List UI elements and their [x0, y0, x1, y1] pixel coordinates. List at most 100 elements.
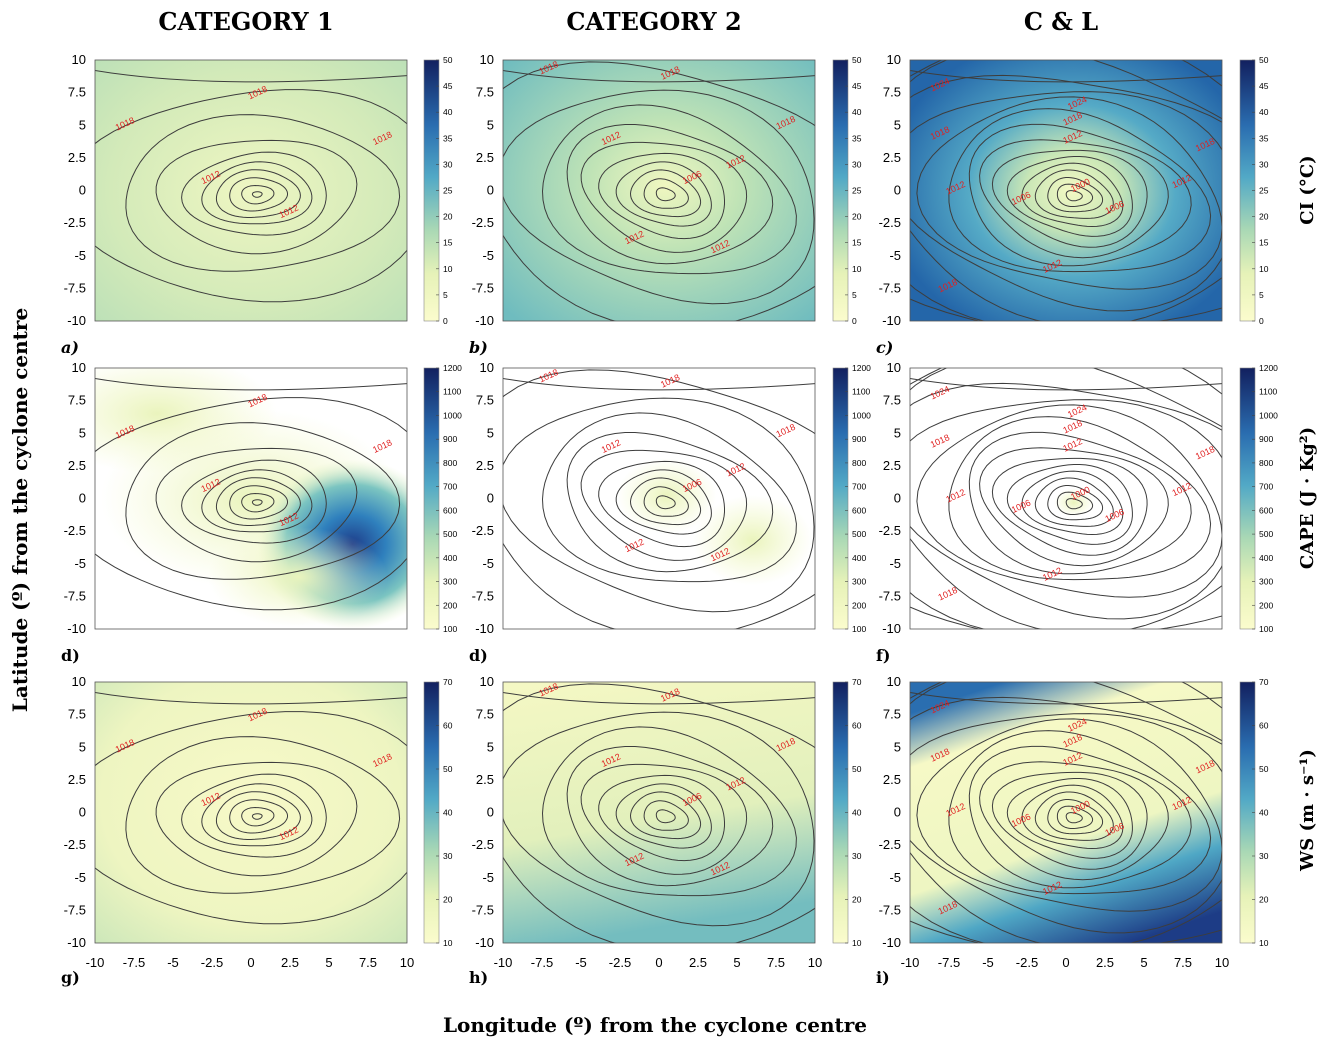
- isobar-contour: [1021, 784, 1124, 850]
- isobar-contour: [910, 696, 1222, 943]
- panel-frame: [94, 59, 408, 322]
- y-tick-label: 2.5: [476, 458, 494, 473]
- y-tick-label: 5: [894, 425, 901, 440]
- y-tick-label: -7.5: [64, 280, 86, 295]
- isobar-contour: [1065, 190, 1083, 202]
- isobar-contour: [910, 682, 1222, 943]
- y-tick-label: -5: [482, 556, 494, 571]
- isobar-contour: [251, 499, 263, 506]
- colorbar-tick-label: 600: [1259, 505, 1273, 515]
- colorbar-tick-label: 45: [443, 81, 453, 91]
- colorbar-tick-label: 60: [852, 721, 862, 731]
- isobar-contour: [1034, 477, 1114, 527]
- isobar-contour: [655, 809, 676, 824]
- isobar-contour: [503, 397, 815, 613]
- y-tick-label: 10: [887, 360, 901, 375]
- isobar-contour: [948, 416, 1212, 581]
- y-tick-label: -10: [882, 313, 901, 328]
- isobar-contour: [1021, 162, 1124, 228]
- isobar-contour: [503, 691, 815, 705]
- y-tick-label: -2.5: [879, 523, 901, 538]
- isobar-contour: [910, 399, 1222, 620]
- colorbar-tick-label: 40: [443, 808, 453, 818]
- isobar-contour: [1006, 778, 1133, 859]
- isobar-contour: [968, 123, 1192, 267]
- x-tick-label: 7.5: [1174, 955, 1192, 970]
- colorbar-tick-label: 1100: [443, 387, 462, 397]
- isobar-contour: [541, 104, 797, 275]
- colorbar-tick-label: 1100: [852, 387, 871, 397]
- y-tick-label: 0: [487, 491, 494, 506]
- colorbar-tick-label: 10: [1259, 938, 1269, 948]
- x-tick-label: -2.5: [1016, 955, 1038, 970]
- y-tick-label: -2.5: [472, 523, 494, 538]
- y-axis-label: Latitude (º) from the cyclone centre: [8, 308, 32, 712]
- colorbar-tick-label: 50: [1259, 55, 1269, 65]
- isobar-contour: [1047, 177, 1104, 213]
- y-tick-label: -10: [475, 313, 494, 328]
- isobar-contour: [916, 96, 1222, 290]
- isobar-contour: [181, 773, 327, 858]
- isobar-contour: [948, 108, 1212, 273]
- y-tick-label: -5: [482, 870, 494, 885]
- colorbar-tick-label: 30: [443, 851, 453, 861]
- isobar-contour: [241, 492, 275, 513]
- colorbar-tick-label: 20: [443, 895, 453, 905]
- isobar-contour: [968, 431, 1192, 575]
- colorbar-tick-label: 1000: [443, 410, 462, 420]
- isobar-contour: [241, 184, 275, 205]
- y-tick-label: 7.5: [68, 707, 86, 722]
- colorbar-tick-label: 30: [443, 159, 453, 169]
- y-tick-label: 7.5: [883, 85, 901, 100]
- colorbar-tick-label: 25: [852, 186, 862, 196]
- y-tick-label: -5: [889, 870, 901, 885]
- x-tick-label: 2.5: [1096, 955, 1114, 970]
- panel-label: a): [61, 338, 79, 357]
- isobar-contour: [125, 422, 401, 580]
- panel-label: b): [469, 338, 488, 357]
- colorbar-tick-label: 300: [443, 577, 457, 587]
- colorbar-tick-label: 0: [443, 316, 448, 326]
- isobar-contour: [1056, 183, 1094, 207]
- isobar-contour: [125, 736, 401, 894]
- isobar-contour: [916, 404, 1222, 598]
- isobar-contour: [215, 477, 301, 526]
- colorbar-tick-label: 900: [443, 434, 457, 444]
- isobar-contour: [643, 178, 689, 209]
- isobar-contour: [251, 191, 263, 198]
- x-tick-label: -2.5: [609, 955, 631, 970]
- isobar-contour: [201, 469, 313, 533]
- y-tick-label: 2.5: [883, 458, 901, 473]
- isobar-contour: [503, 369, 815, 629]
- colorbar-tick-label: 5: [443, 290, 448, 300]
- x-tick-label: 0: [1062, 955, 1069, 970]
- isobar-contour: [1006, 156, 1133, 237]
- colorbar-tick-label: 20: [1259, 212, 1269, 222]
- colorbar-tick-label: 30: [852, 159, 862, 169]
- panel-label: f): [876, 646, 890, 665]
- colorbar-tick-label: 35: [1259, 133, 1269, 143]
- isobar-contour: [1056, 805, 1094, 829]
- isobar-contour: [229, 177, 288, 212]
- colorbar-tick-label: 20: [443, 212, 453, 222]
- x-tick-label: -5: [982, 955, 994, 970]
- isobar-contour: [1047, 485, 1104, 521]
- y-tick-label: 2.5: [68, 772, 86, 787]
- panel-label: i): [876, 968, 890, 987]
- panel-label: c): [876, 338, 893, 357]
- y-tick-label: -5: [74, 248, 86, 263]
- colorbar-tick-label: 0: [1259, 316, 1264, 326]
- isobar-contour: [229, 799, 288, 834]
- y-tick-label: -2.5: [64, 837, 86, 852]
- isobar-contour: [991, 149, 1148, 248]
- field-background: [503, 682, 815, 943]
- isobar-contour: [615, 783, 712, 849]
- isobar-contour: [629, 791, 702, 840]
- panel-label: g): [61, 968, 80, 987]
